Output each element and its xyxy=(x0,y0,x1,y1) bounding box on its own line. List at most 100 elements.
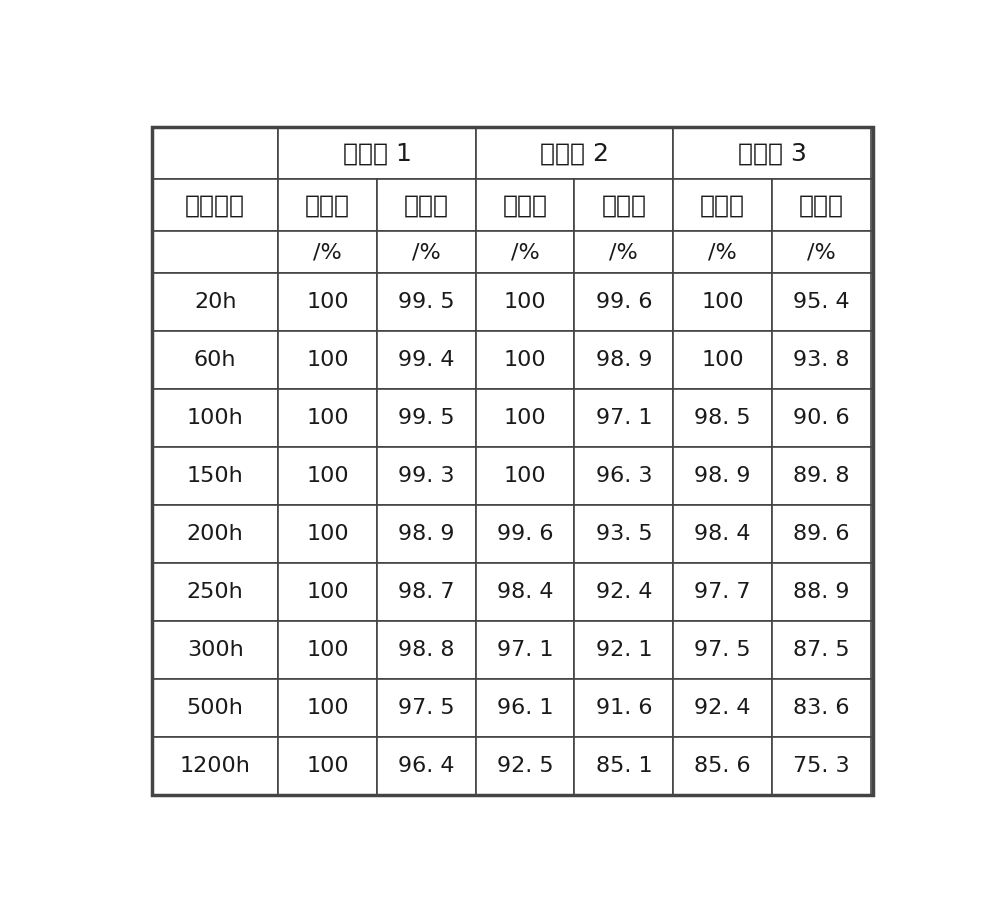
Text: 98. 8: 98. 8 xyxy=(398,640,455,660)
Bar xyxy=(152,179,278,231)
Bar xyxy=(673,179,772,231)
Bar xyxy=(278,505,377,563)
Text: 99. 3: 99. 3 xyxy=(398,466,455,486)
Text: 250h: 250h xyxy=(187,582,244,602)
Text: 87. 5: 87. 5 xyxy=(793,640,850,660)
Text: 98. 7: 98. 7 xyxy=(398,582,455,602)
Bar xyxy=(377,331,476,389)
Text: 97. 1: 97. 1 xyxy=(497,640,553,660)
Text: 92. 5: 92. 5 xyxy=(497,756,553,776)
Bar xyxy=(377,737,476,795)
Bar xyxy=(574,563,673,621)
Bar xyxy=(574,331,673,389)
Text: 100: 100 xyxy=(504,350,546,370)
Text: 83. 6: 83. 6 xyxy=(793,698,850,718)
Bar xyxy=(772,446,871,505)
Text: 99. 5: 99. 5 xyxy=(398,408,455,428)
Bar xyxy=(152,737,278,795)
Bar xyxy=(152,231,278,273)
Text: 200h: 200h xyxy=(187,524,244,544)
Text: 93. 5: 93. 5 xyxy=(596,524,652,544)
Bar xyxy=(152,679,278,737)
Text: 98. 9: 98. 9 xyxy=(398,524,455,544)
Text: /%: /% xyxy=(609,242,638,262)
Bar xyxy=(278,231,377,273)
Text: 反应时间: 反应时间 xyxy=(185,194,245,217)
Bar xyxy=(377,621,476,679)
Bar xyxy=(278,679,377,737)
Text: 98. 4: 98. 4 xyxy=(497,582,553,602)
Bar xyxy=(673,231,772,273)
Bar xyxy=(476,737,574,795)
Text: 100: 100 xyxy=(504,466,546,486)
Text: 100: 100 xyxy=(306,524,349,544)
Text: 500h: 500h xyxy=(187,698,244,718)
Bar xyxy=(772,179,871,231)
Bar xyxy=(476,179,574,231)
Bar xyxy=(772,563,871,621)
Bar xyxy=(278,563,377,621)
Bar xyxy=(278,446,377,505)
Bar xyxy=(152,446,278,505)
Bar xyxy=(278,127,476,179)
Bar xyxy=(377,273,476,331)
Text: 100: 100 xyxy=(504,408,546,428)
Text: 20h: 20h xyxy=(194,292,236,311)
Text: 转化率: 转化率 xyxy=(503,194,548,217)
Text: 85. 1: 85. 1 xyxy=(596,756,652,776)
Bar xyxy=(476,621,574,679)
Bar xyxy=(673,273,772,331)
Bar xyxy=(673,679,772,737)
Bar xyxy=(772,273,871,331)
Bar xyxy=(377,389,476,446)
Text: 92. 4: 92. 4 xyxy=(694,698,751,718)
Text: 92. 1: 92. 1 xyxy=(596,640,652,660)
Bar xyxy=(574,621,673,679)
Text: 96. 3: 96. 3 xyxy=(596,466,652,486)
Text: /%: /% xyxy=(412,242,441,262)
Text: 99. 4: 99. 4 xyxy=(398,350,455,370)
Text: 89. 8: 89. 8 xyxy=(793,466,850,486)
Text: 99. 5: 99. 5 xyxy=(398,292,455,311)
Bar xyxy=(574,505,673,563)
Text: 98. 9: 98. 9 xyxy=(694,466,751,486)
Text: 100: 100 xyxy=(306,408,349,428)
Bar xyxy=(673,127,871,179)
Bar xyxy=(673,446,772,505)
Bar xyxy=(574,273,673,331)
Text: 96. 4: 96. 4 xyxy=(398,756,455,776)
Text: 60h: 60h xyxy=(194,350,236,370)
Bar xyxy=(152,127,278,179)
Text: 100: 100 xyxy=(306,350,349,370)
Bar xyxy=(278,389,377,446)
Bar xyxy=(476,505,574,563)
Text: 选择性: 选择性 xyxy=(601,194,646,217)
Bar xyxy=(152,389,278,446)
Bar xyxy=(772,231,871,273)
Text: 99. 6: 99. 6 xyxy=(596,292,652,311)
Text: 催化剑 3: 催化剑 3 xyxy=(738,142,806,165)
Bar xyxy=(476,563,574,621)
Text: /%: /% xyxy=(313,242,342,262)
Bar xyxy=(152,621,278,679)
Text: 1200h: 1200h xyxy=(180,756,251,776)
Text: 100: 100 xyxy=(306,756,349,776)
Text: 转化率: 转化率 xyxy=(700,194,745,217)
Bar xyxy=(574,231,673,273)
Bar xyxy=(476,446,574,505)
Text: /%: /% xyxy=(807,242,836,262)
Bar xyxy=(574,389,673,446)
Bar xyxy=(377,563,476,621)
Bar xyxy=(673,621,772,679)
Text: /%: /% xyxy=(511,242,539,262)
Bar xyxy=(673,389,772,446)
Text: 300h: 300h xyxy=(187,640,244,660)
Bar xyxy=(377,505,476,563)
Text: 150h: 150h xyxy=(187,466,244,486)
Text: 100: 100 xyxy=(701,350,744,370)
Text: 转化率: 转化率 xyxy=(305,194,350,217)
Bar xyxy=(476,127,673,179)
Text: 75. 3: 75. 3 xyxy=(793,756,850,776)
Text: 100: 100 xyxy=(306,466,349,486)
Bar xyxy=(772,679,871,737)
